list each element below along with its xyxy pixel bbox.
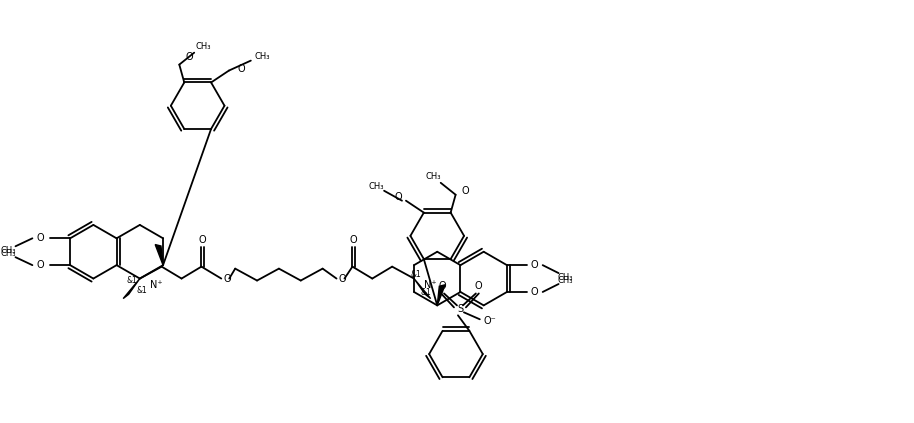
Text: CH₃: CH₃	[368, 182, 384, 191]
Polygon shape	[414, 279, 430, 299]
Text: O: O	[198, 235, 207, 245]
Text: CH₃: CH₃	[196, 42, 211, 51]
Text: O: O	[349, 235, 357, 245]
Text: &1: &1	[126, 276, 137, 285]
Text: O: O	[394, 192, 402, 202]
Polygon shape	[437, 285, 445, 305]
Polygon shape	[123, 279, 140, 299]
Text: O: O	[462, 186, 470, 196]
Text: CH₃: CH₃	[254, 52, 270, 61]
Polygon shape	[155, 244, 163, 265]
Text: O: O	[531, 260, 538, 270]
Text: &1: &1	[420, 288, 431, 297]
Text: CH₃: CH₃	[1, 249, 16, 258]
Text: O: O	[531, 287, 538, 297]
Text: O: O	[237, 63, 245, 74]
Text: &1: &1	[136, 286, 147, 295]
Text: S: S	[457, 305, 463, 314]
Text: O: O	[37, 233, 44, 243]
Text: N⁺: N⁺	[150, 280, 163, 289]
Text: N⁺: N⁺	[424, 280, 437, 289]
Text: O: O	[474, 280, 482, 291]
Text: &1: &1	[410, 270, 421, 279]
Text: O: O	[223, 274, 231, 283]
Text: CH₃: CH₃	[558, 272, 573, 282]
Text: CH₃: CH₃	[1, 246, 16, 255]
Text: CH₃: CH₃	[558, 275, 573, 285]
Text: O: O	[438, 280, 446, 291]
Text: CH₃: CH₃	[425, 172, 441, 181]
Text: O: O	[339, 274, 346, 283]
Text: O⁻: O⁻	[484, 316, 496, 326]
Text: O: O	[186, 52, 193, 62]
Text: O: O	[37, 260, 44, 270]
